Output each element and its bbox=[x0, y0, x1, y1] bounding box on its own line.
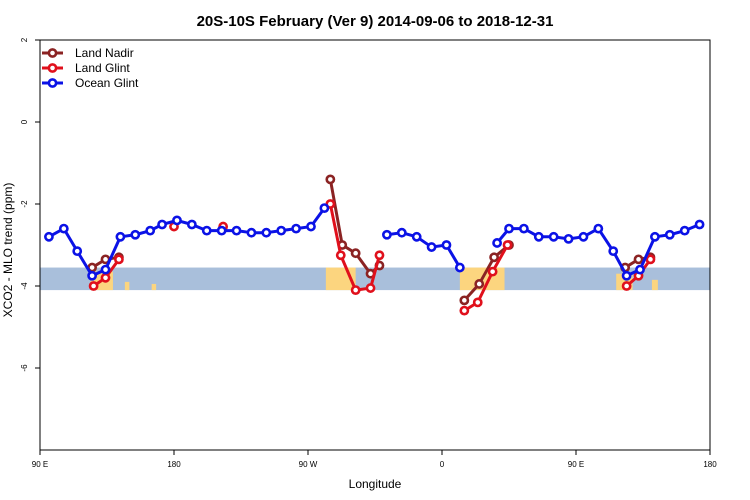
data-point bbox=[608, 246, 619, 257]
data-point bbox=[246, 227, 257, 238]
data-point bbox=[459, 305, 470, 316]
series-line bbox=[386, 231, 462, 269]
x-tick-label: 90 E bbox=[568, 460, 584, 469]
y-tick-label: -4 bbox=[20, 282, 29, 290]
data-point bbox=[44, 231, 54, 242]
legend-label: Ocean Glint bbox=[75, 76, 139, 90]
data-point bbox=[694, 219, 705, 230]
data-point bbox=[145, 225, 156, 236]
data-point bbox=[426, 242, 437, 252]
plot-series bbox=[44, 174, 705, 316]
series-line bbox=[328, 179, 381, 276]
legend-label: Land Glint bbox=[75, 61, 130, 75]
data-point bbox=[489, 252, 500, 263]
data-point bbox=[382, 229, 392, 240]
legend-swatch-marker bbox=[47, 48, 58, 58]
data-point bbox=[319, 203, 330, 213]
x-axis-label: Longitude bbox=[349, 477, 402, 491]
data-point bbox=[306, 221, 316, 232]
y-tick-label: -6 bbox=[20, 364, 29, 372]
data-point bbox=[459, 295, 470, 306]
data-point bbox=[100, 264, 111, 275]
legend-item: Land Glint bbox=[42, 61, 130, 75]
data-point bbox=[518, 223, 529, 234]
plot-frame bbox=[39, 39, 711, 451]
series-line bbox=[463, 243, 510, 302]
x-tick-label: 0 bbox=[440, 460, 445, 469]
data-point bbox=[261, 227, 272, 238]
plot-background bbox=[40, 267, 710, 291]
data-point bbox=[411, 231, 422, 242]
legend-swatch-marker bbox=[47, 63, 58, 73]
data-point bbox=[548, 231, 559, 242]
data-point bbox=[474, 279, 485, 289]
legend-swatch-marker bbox=[47, 78, 58, 88]
data-point bbox=[621, 270, 632, 281]
series-ocean-glint bbox=[44, 203, 705, 281]
data-point bbox=[100, 272, 111, 283]
x-tick-label: 180 bbox=[703, 460, 717, 469]
data-point bbox=[645, 254, 656, 265]
data-point bbox=[130, 229, 141, 240]
data-point bbox=[350, 248, 361, 259]
data-point bbox=[87, 270, 98, 281]
data-point bbox=[365, 283, 376, 293]
x-tick-label: 180 bbox=[167, 460, 181, 469]
data-point bbox=[504, 223, 514, 234]
y-tick-label: 0 bbox=[20, 119, 29, 124]
x-tick-label: 90 W bbox=[299, 460, 318, 469]
data-point bbox=[72, 246, 83, 257]
data-point bbox=[88, 281, 99, 291]
data-point bbox=[115, 231, 126, 242]
data-point bbox=[492, 238, 502, 248]
data-point bbox=[472, 297, 483, 308]
data-point bbox=[487, 266, 498, 277]
data-point bbox=[114, 254, 124, 265]
data-point bbox=[563, 233, 574, 244]
data-point bbox=[325, 174, 336, 185]
data-point bbox=[533, 231, 544, 242]
data-point bbox=[396, 227, 407, 238]
data-point bbox=[633, 254, 644, 265]
data-point bbox=[172, 215, 182, 226]
data-point bbox=[578, 231, 589, 242]
data-point bbox=[350, 285, 361, 295]
data-point bbox=[276, 225, 287, 236]
data-point bbox=[621, 281, 632, 291]
axes: 2 0 -2 -4 -6 90 E 180 90 W 0 90 E 180 bbox=[20, 37, 717, 469]
data-point bbox=[441, 240, 452, 250]
data-point bbox=[58, 223, 69, 234]
chart-title: 20S-10S February (Ver 9) 2014-09-06 to 2… bbox=[197, 13, 554, 30]
x-tick-label: 90 E bbox=[32, 460, 48, 469]
data-point bbox=[216, 225, 227, 236]
y-axis-label: XCO2 - MLO trend (ppm) bbox=[1, 183, 15, 318]
data-point bbox=[664, 229, 675, 240]
land-area bbox=[151, 283, 157, 291]
y-tick-label: -2 bbox=[20, 200, 29, 208]
data-point bbox=[335, 250, 346, 261]
data-point bbox=[374, 250, 385, 261]
data-point bbox=[679, 225, 690, 236]
data-point bbox=[231, 225, 242, 236]
land-area bbox=[124, 281, 130, 291]
data-point bbox=[291, 223, 301, 234]
ocean-band bbox=[40, 267, 710, 291]
data-point bbox=[454, 262, 465, 273]
series-land-glint bbox=[88, 199, 656, 316]
legend-item: Ocean Glint bbox=[42, 76, 139, 90]
data-point bbox=[186, 219, 197, 230]
land-area bbox=[651, 279, 658, 291]
legend-item: Land Nadir bbox=[42, 46, 134, 60]
data-point bbox=[201, 225, 212, 236]
data-point bbox=[635, 264, 645, 275]
series-line bbox=[463, 244, 509, 312]
data-point bbox=[593, 223, 604, 234]
data-point bbox=[502, 240, 513, 250]
y-tick-label: 2 bbox=[20, 37, 29, 42]
data-point bbox=[650, 231, 660, 242]
legend-label: Land Nadir bbox=[75, 46, 134, 60]
data-point bbox=[157, 219, 167, 230]
